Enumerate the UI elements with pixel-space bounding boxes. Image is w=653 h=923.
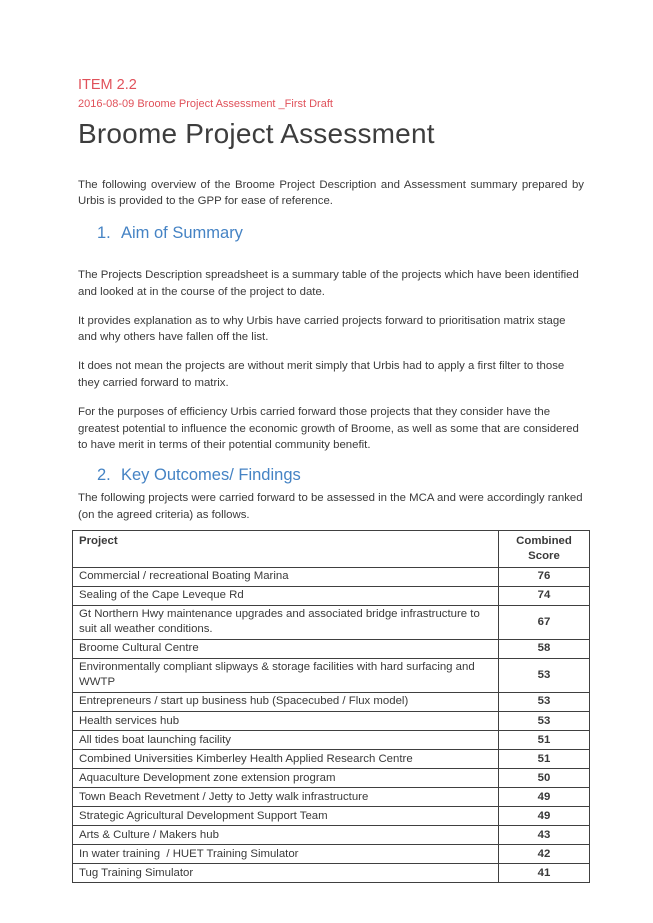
intro-paragraph: The following overview of the Broome Pro… [78,178,584,208]
score-cell: 41 [498,863,590,884]
section-1-number: 1. [97,224,111,243]
table-row: Strategic Agricultural Development Suppo… [72,806,590,827]
project-name-cell: Gt Northern Hwy maintenance upgrades and… [72,604,499,640]
project-name-cell: Aquaculture Development zone extension p… [72,768,499,789]
score-cell: 53 [498,691,590,713]
score-cell: 58 [498,638,590,659]
table-row: Gt Northern Hwy maintenance upgrades and… [72,604,590,640]
section-2-intro-paragraph: The following projects were carried forw… [78,492,583,521]
table-row: All tides boat launching facility 51 [72,730,590,751]
score-cell: 76 [498,566,590,587]
table-row: Tug Training Simulator 41 [72,863,590,884]
table-row: Town Beach Revetment / Jetty to Jetty wa… [72,787,590,808]
project-name-cell: All tides boat launching facility [72,730,499,751]
section-1-paragraph-4: For the purposes of efficiency Urbis car… [78,405,579,452]
project-name-cell: Health services hub [72,711,499,732]
score-cell: 49 [498,787,590,808]
column-header-project: Project [72,529,499,568]
item-label: ITEM 2.2 [78,77,137,93]
score-cell: 53 [498,711,590,732]
section-1-title: Aim of Summary [121,224,243,243]
project-name-cell: Broome Cultural Centre [72,638,499,659]
project-name-cell: Tug Training Simulator [72,863,499,884]
table-row: In water training / HUET Training Simula… [72,844,590,865]
header-row: Project Combined Score [72,529,590,568]
table-row: Combined Universities Kimberley Health A… [72,749,590,770]
project-name-cell: Arts & Culture / Makers hub [72,825,499,846]
project-name-cell: In water training / HUET Training Simula… [72,844,499,865]
doc-reference: 2016-08-09 Broome Project Assessment _Fi… [78,98,333,111]
projects-table: Project Combined Score Commercial / recr… [72,529,590,884]
section-1-paragraph-1: The Projects Description spreadsheet is … [78,269,579,298]
project-name-cell: Sealing of the Cape Leveque Rd [72,585,499,606]
project-name-cell: Entrepreneurs / start up business hub (S… [72,691,499,713]
document-title: Broome Project Assessment [78,118,435,150]
table-row: Aquaculture Development zone extension p… [72,768,590,789]
score-cell: 53 [498,657,590,693]
table-row: Health services hub 53 [72,711,590,732]
section-1-paragraph-3: It does not mean the projects are withou… [78,360,565,389]
projects-table-head: Project Combined Score [72,529,590,568]
table-row: Sealing of the Cape Leveque Rd 74 [72,585,590,606]
projects-table-body: Commercial / recreational Boating Marina… [72,566,590,884]
score-cell: 42 [498,844,590,865]
project-name-cell: Strategic Agricultural Development Suppo… [72,806,499,827]
project-name-cell: Town Beach Revetment / Jetty to Jetty wa… [72,787,499,808]
column-header-combined-score: Combined Score [498,529,590,568]
section-1-paragraph-2: It provides explanation as to why Urbis … [78,314,566,344]
document-content: ITEM 2.2 2016-08-09 Broome Project Asses… [72,76,590,884]
score-cell: 43 [498,825,590,846]
table-row: Entrepreneurs / start up business hub (S… [72,691,590,713]
section-2-number: 2. [97,466,111,485]
table-row: Commercial / recreational Boating Marina… [72,566,590,587]
table-row: Arts & Culture / Makers hub 43 [72,825,590,846]
project-name-cell: Environmentally compliant slipways & sto… [72,657,499,693]
score-cell: 50 [498,768,590,789]
table-row: Broome Cultural Centre 58 [72,638,590,659]
table-row: Environmentally compliant slipways & sto… [72,657,590,693]
section-2-heading: 2. Key Outcomes/ Findings [78,466,584,485]
section-1-heading: 1. Aim of Summary [78,224,584,243]
project-name-cell: Combined Universities Kimberley Health A… [72,749,499,770]
score-cell: 67 [498,604,590,640]
score-cell: 49 [498,806,590,827]
project-name-cell: Commercial / recreational Boating Marina [72,566,499,587]
score-cell: 51 [498,730,590,751]
score-cell: 74 [498,585,590,606]
section-2-title: Key Outcomes/ Findings [121,466,301,485]
score-cell: 51 [498,749,590,770]
